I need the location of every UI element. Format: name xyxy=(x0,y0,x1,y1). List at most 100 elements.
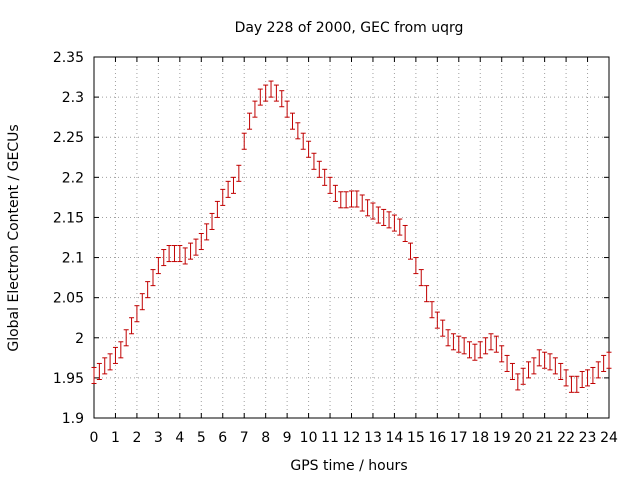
data-point xyxy=(595,361,601,379)
data-point xyxy=(155,257,161,275)
y-tick-label: 1.95 xyxy=(53,371,84,387)
data-point xyxy=(440,319,446,337)
data-point xyxy=(96,362,102,380)
y-tick-label: 2.35 xyxy=(53,50,84,66)
data-point xyxy=(413,257,419,275)
data-point xyxy=(359,194,365,212)
data-point xyxy=(461,337,467,355)
data-point xyxy=(568,375,574,393)
data-point xyxy=(445,329,451,347)
data-point xyxy=(247,112,253,130)
data-point xyxy=(177,245,183,263)
data-point xyxy=(145,281,151,299)
data-point xyxy=(493,335,499,353)
data-point xyxy=(601,354,607,372)
y-tick-label: 1.9 xyxy=(62,411,84,427)
data-point xyxy=(536,349,542,367)
data-point xyxy=(408,242,414,260)
data-point xyxy=(429,301,435,319)
data-point xyxy=(338,191,344,209)
x-tick-label: 10 xyxy=(300,430,318,446)
axis-ticks: 0 1 2 3 4 5 6 7 8 9 10 11 12 13 14 15 16 17 18 19 20 21 22 23 24… xyxy=(53,50,618,446)
data-point xyxy=(579,370,585,389)
data-point xyxy=(397,218,403,236)
data-point xyxy=(509,362,515,380)
data-point xyxy=(161,249,167,267)
data-point xyxy=(520,367,526,385)
data-point xyxy=(182,247,188,265)
data-point xyxy=(300,132,306,150)
data-point xyxy=(150,269,156,287)
x-tick-label: 9 xyxy=(283,430,292,446)
data-point xyxy=(220,188,226,206)
data-point xyxy=(273,84,279,102)
data-point xyxy=(193,238,199,256)
x-tick-label: 6 xyxy=(218,430,227,446)
y-tick-label: 2 xyxy=(75,331,84,347)
x-tick-label: 19 xyxy=(493,430,511,446)
data-point xyxy=(552,357,558,375)
data-point xyxy=(268,80,274,98)
x-tick-label: 20 xyxy=(514,430,532,446)
data-point xyxy=(531,357,537,375)
data-point xyxy=(139,293,145,311)
data-point xyxy=(563,369,569,387)
x-tick-label: 17 xyxy=(450,430,468,446)
x-tick-label: 2 xyxy=(132,430,141,446)
x-tick-label: 5 xyxy=(197,430,206,446)
data-point xyxy=(214,200,220,218)
data-point xyxy=(515,373,521,391)
x-tick-label: 0 xyxy=(90,430,99,446)
data-point xyxy=(289,112,295,130)
x-axis-label: GPS time / hours xyxy=(290,458,407,474)
data-point xyxy=(499,345,505,363)
data-point xyxy=(279,90,285,108)
x-tick-label: 14 xyxy=(386,430,404,446)
data-point xyxy=(316,160,322,178)
data-point xyxy=(349,190,354,208)
data-point xyxy=(375,206,381,224)
data-point xyxy=(483,337,489,355)
data-point xyxy=(477,341,483,359)
data-point xyxy=(381,208,387,226)
x-tick-label: 11 xyxy=(321,430,339,446)
chart-title: Day 228 of 2000, GEC from uqrg xyxy=(235,20,464,36)
data-point xyxy=(166,245,172,263)
x-tick-label: 4 xyxy=(175,430,184,446)
data-point xyxy=(322,168,328,186)
data-point xyxy=(472,343,478,361)
data-point xyxy=(456,335,462,353)
data-point xyxy=(343,191,349,209)
x-tick-label: 15 xyxy=(407,430,425,446)
data-point xyxy=(434,311,440,329)
x-tick-label: 13 xyxy=(364,430,382,446)
data-point xyxy=(236,164,242,182)
data-point xyxy=(112,346,118,364)
data-point xyxy=(129,317,135,335)
data-point xyxy=(311,152,317,170)
data-point xyxy=(188,242,194,260)
x-tick-label: 16 xyxy=(428,430,446,446)
y-tick-label: 2.2 xyxy=(62,170,84,186)
data-point xyxy=(332,184,338,202)
data-point xyxy=(257,88,263,106)
data-point xyxy=(123,329,129,347)
data-point xyxy=(91,366,97,385)
data-point xyxy=(402,224,408,243)
data-point xyxy=(354,190,360,208)
y-tick-label: 2.05 xyxy=(53,291,84,307)
x-tick-label: 3 xyxy=(154,430,163,446)
data-point xyxy=(134,305,140,323)
data-point xyxy=(327,176,333,194)
data-point xyxy=(284,100,290,118)
data-point xyxy=(230,176,236,194)
data-point xyxy=(450,333,456,351)
data-point xyxy=(574,375,580,393)
x-tick-label: 21 xyxy=(536,430,554,446)
data-point xyxy=(204,223,210,241)
data-point xyxy=(391,214,397,232)
data-point xyxy=(504,354,510,372)
data-point xyxy=(547,353,553,371)
data-point xyxy=(606,351,612,369)
